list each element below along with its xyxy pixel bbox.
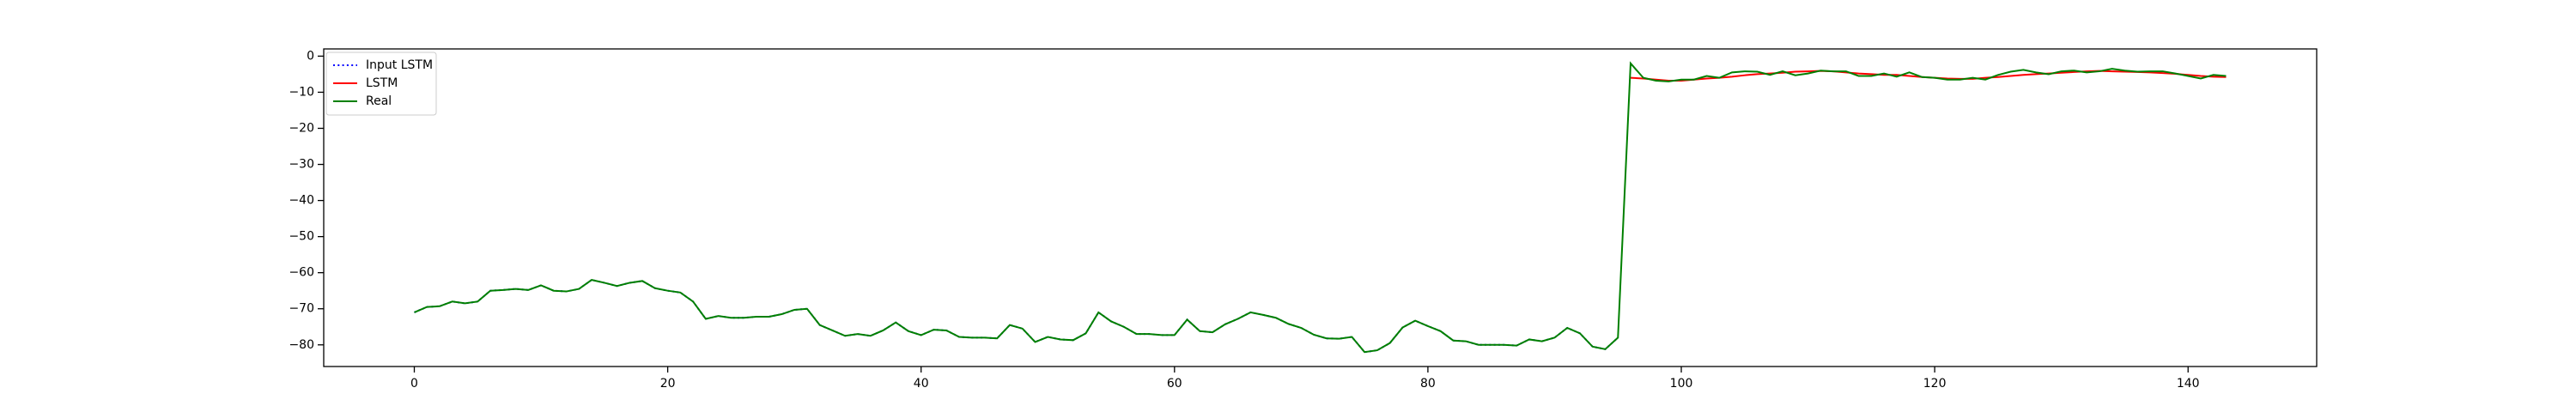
legend-label: Input LSTM [366,58,433,72]
x-tick-label: 60 [1167,377,1182,391]
y-tick-label: −70 [289,302,314,316]
y-tick-label: −60 [289,266,314,280]
legend-label: Real [366,94,392,108]
axes-frame [323,48,2318,367]
y-tick-label: −10 [289,85,314,99]
series-line [414,279,1619,354]
x-tick-label: 120 [1923,377,1947,391]
x-tick-label: 80 [1420,377,1436,391]
y-tick-label: −80 [289,338,314,352]
y-tick-label: −30 [289,158,314,172]
y-tick-label: 0 [307,49,314,63]
x-tick-label: 40 [914,377,929,391]
x-tick-label: 20 [660,377,676,391]
y-tick-label: −50 [289,230,314,244]
legend-label: LSTM [366,76,398,90]
x-tick-label: 100 [1670,377,1693,391]
legend-box [325,52,437,116]
x-tick-label: 0 [410,377,418,391]
x-tick-label: 140 [2177,377,2200,391]
y-tick-label: −20 [289,122,314,136]
series-line [414,61,2227,354]
y-tick-label: −40 [289,194,314,208]
